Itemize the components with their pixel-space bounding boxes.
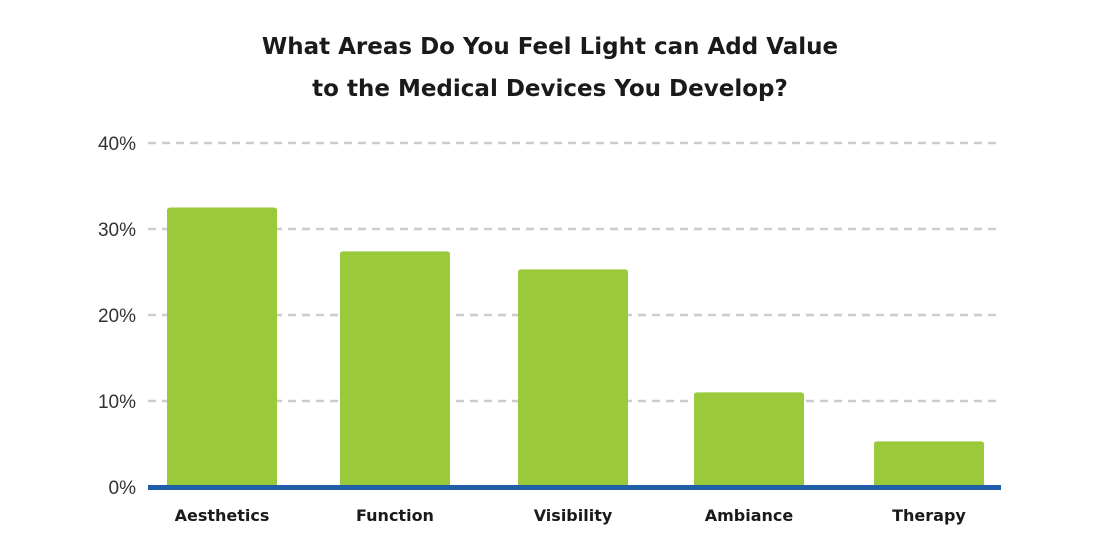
- bar-therapy: [874, 441, 984, 487]
- x-axis-labels: Aesthetics Function Visibility Ambiance Ther…: [175, 506, 967, 525]
- bars: [167, 207, 984, 487]
- chart-title-line-1: What Areas Do You Feel Light can Add Val…: [261, 34, 839, 60]
- x-label-visibility: Visibility: [534, 506, 613, 525]
- x-axis-baseline: [148, 485, 1001, 490]
- x-label-aesthetics: Aesthetics: [175, 506, 270, 525]
- y-tick-label-30: 30%: [98, 220, 136, 241]
- chart-title-line-2: to the Medical Devices You Develop?: [312, 76, 788, 102]
- y-axis-ticks: 0% 10% 20% 30% 40%: [98, 134, 136, 499]
- chart-title: What Areas Do You Feel Light can Add Val…: [0, 26, 1100, 110]
- bar-ambiance: [694, 392, 804, 487]
- bar-function: [340, 251, 450, 487]
- baseline-line: [148, 485, 1001, 490]
- y-tick-label-20: 20%: [98, 306, 136, 327]
- y-tick-label-0: 0%: [109, 478, 137, 499]
- y-tick-label-10: 10%: [98, 392, 136, 413]
- x-label-therapy: Therapy: [892, 506, 966, 525]
- y-tick-label-40: 40%: [98, 134, 136, 155]
- x-label-ambiance: Ambiance: [705, 506, 794, 525]
- x-label-function: Function: [356, 506, 434, 525]
- bar-aesthetics: [167, 207, 277, 487]
- bar-visibility: [518, 269, 628, 487]
